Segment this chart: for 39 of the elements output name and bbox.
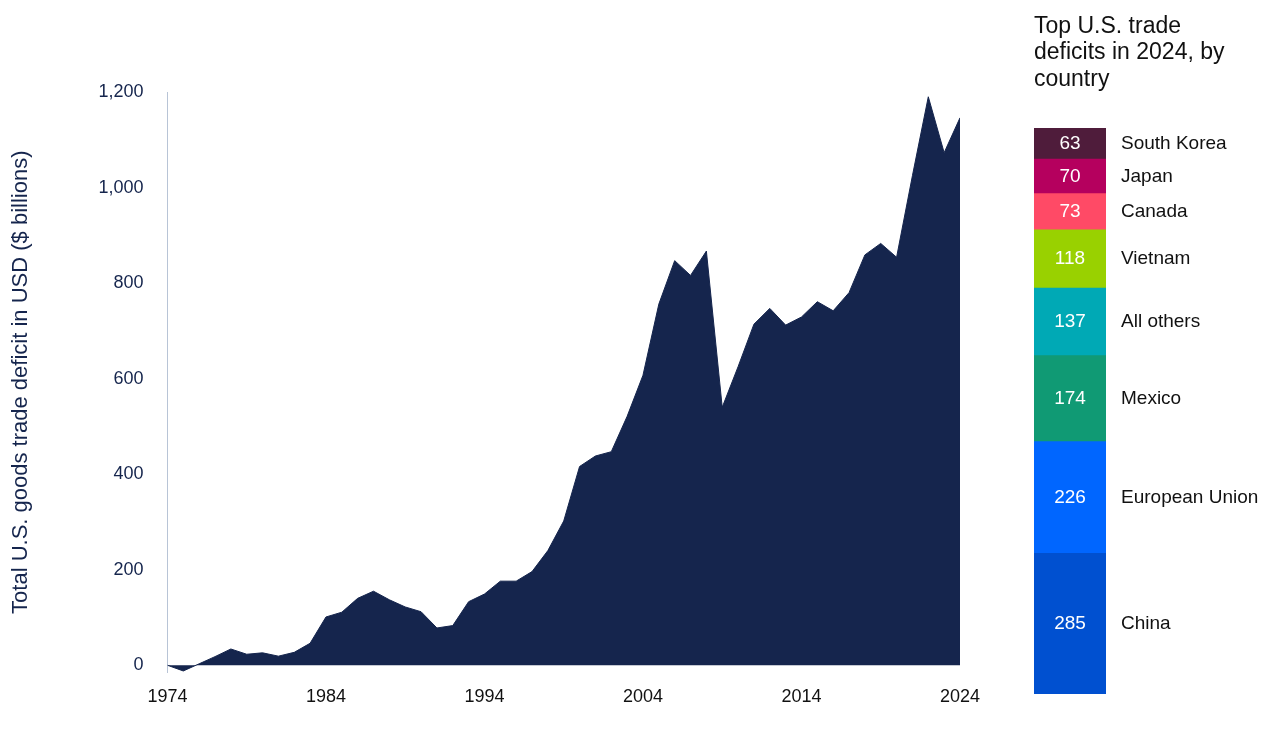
x-tick-label: 1974 [147,686,188,707]
bar [1034,441,1106,554]
series-label: Canada [1121,199,1188,221]
series-label: China [1121,611,1172,633]
x-tick-label: 2004 [622,686,663,707]
bar [1034,193,1106,231]
bar [1034,552,1106,694]
bar [1034,128,1106,160]
y-tick-label: 1,000 [98,176,144,197]
x-tick-label: 2014 [781,686,822,707]
data-label: 118 [1054,247,1086,269]
data-label: 73 [1059,199,1081,221]
series-label: Mexico [1121,386,1182,408]
x-tick-label: 1984 [305,686,346,707]
y-tick-label: 0 [133,654,144,675]
y-tick-label: 600 [113,367,144,388]
series-label: European Union [1121,485,1259,507]
y-tick-label: 200 [113,558,144,579]
series-label: All others [1121,310,1201,332]
y-tick-label: 400 [113,463,144,484]
data-label: 174 [1054,386,1087,408]
y-tick-label: 1,200 [98,80,144,101]
data-label: 63 [1059,131,1081,153]
bar [1034,229,1106,289]
data-label: 285 [1054,611,1086,633]
y-axis-title: Total U.S. goods trade deficit in USD ($ billions) [7,150,33,614]
data-label: 226 [1054,485,1086,507]
x-tick-label: 1994 [464,686,505,707]
x-tick-label: 2024 [939,686,981,707]
data-label: 137 [1054,310,1086,332]
data-label: 70 [1059,164,1081,186]
y-tick-label: 800 [113,272,144,293]
series-label: South Korea [1121,131,1228,153]
series-label: Japan [1121,164,1173,186]
bar [1034,158,1106,195]
series-label: Vietnam [1121,247,1191,269]
bar [1034,287,1106,357]
bar [1034,355,1106,442]
chart-title: Top U.S. trade deficits in 2024, by country [1033,11,1226,93]
